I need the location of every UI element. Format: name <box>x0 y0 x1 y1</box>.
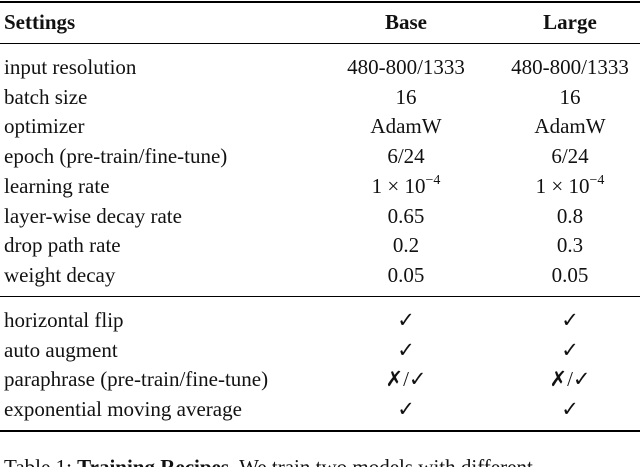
math-base: 1 × 10 <box>535 173 590 198</box>
math-exponent: −4 <box>589 172 605 188</box>
cell-value: ✓ <box>397 308 415 332</box>
header-rule <box>0 43 640 44</box>
cell-value: ✗/✓ <box>385 367 427 392</box>
caption-label: Table 1: <box>4 455 72 467</box>
math-exponent: −4 <box>425 172 441 188</box>
cell-value: 6/24 <box>551 144 589 169</box>
cell-value: ✓ <box>397 337 415 362</box>
cell-value: ✓ <box>561 337 579 362</box>
math-base: 1 × 10 <box>371 173 426 198</box>
header-cell: Settings <box>4 10 76 34</box>
cell-value: ✓ <box>561 397 579 422</box>
row-label: input resolution <box>4 55 137 79</box>
cell-value: AdamW <box>534 114 606 139</box>
row-label: epoch (pre-train/fine-tune) <box>4 144 228 169</box>
cell-value: ✓ <box>561 308 579 332</box>
cell-value: 480-800/1333 <box>511 55 629 79</box>
row-label: optimizer <box>4 114 85 139</box>
cell-value: 6/24 <box>387 144 425 169</box>
caption-text: We train two models with different <box>239 455 533 467</box>
cell-value: 0.05 <box>551 262 589 287</box>
cell-value: ✓ <box>397 397 415 422</box>
row-label: drop path rate <box>4 233 121 258</box>
row-label: weight decay <box>4 262 116 287</box>
bottom-rule <box>0 430 640 432</box>
cell-value: 0.8 <box>556 203 584 228</box>
cell-value: 480-800/1333 <box>347 55 465 79</box>
row-label: exponential moving average <box>4 397 242 422</box>
cell-value: 1 × 10−4 <box>535 172 605 198</box>
row-label: layer-wise decay rate <box>4 203 182 228</box>
header-cell: Large <box>543 10 597 34</box>
row-label: auto augment <box>4 337 118 362</box>
caption: Table 1: Training Recipes. We train two … <box>4 455 533 467</box>
cell-value: 1 × 10−4 <box>371 172 441 198</box>
cell-value: AdamW <box>370 114 442 139</box>
cell-value: 16 <box>395 84 417 109</box>
row-label: learning rate <box>4 173 110 198</box>
cell-value: 0.05 <box>387 262 425 287</box>
row-label: batch size <box>4 84 88 109</box>
cell-value: ✗/✓ <box>549 367 591 392</box>
cell-value: 0.2 <box>392 233 420 258</box>
row-label: paraphrase (pre-train/fine-tune) <box>4 367 269 392</box>
cell-value: 0.3 <box>556 233 584 258</box>
header-cell: Base <box>385 10 427 34</box>
cell-value: 0.65 <box>387 203 425 228</box>
top-rule <box>0 1 640 3</box>
group-rule <box>0 296 640 297</box>
row-label: horizontal flip <box>4 308 124 332</box>
cell-value: 16 <box>559 84 581 109</box>
caption-title: Training Recipes. <box>77 455 235 467</box>
